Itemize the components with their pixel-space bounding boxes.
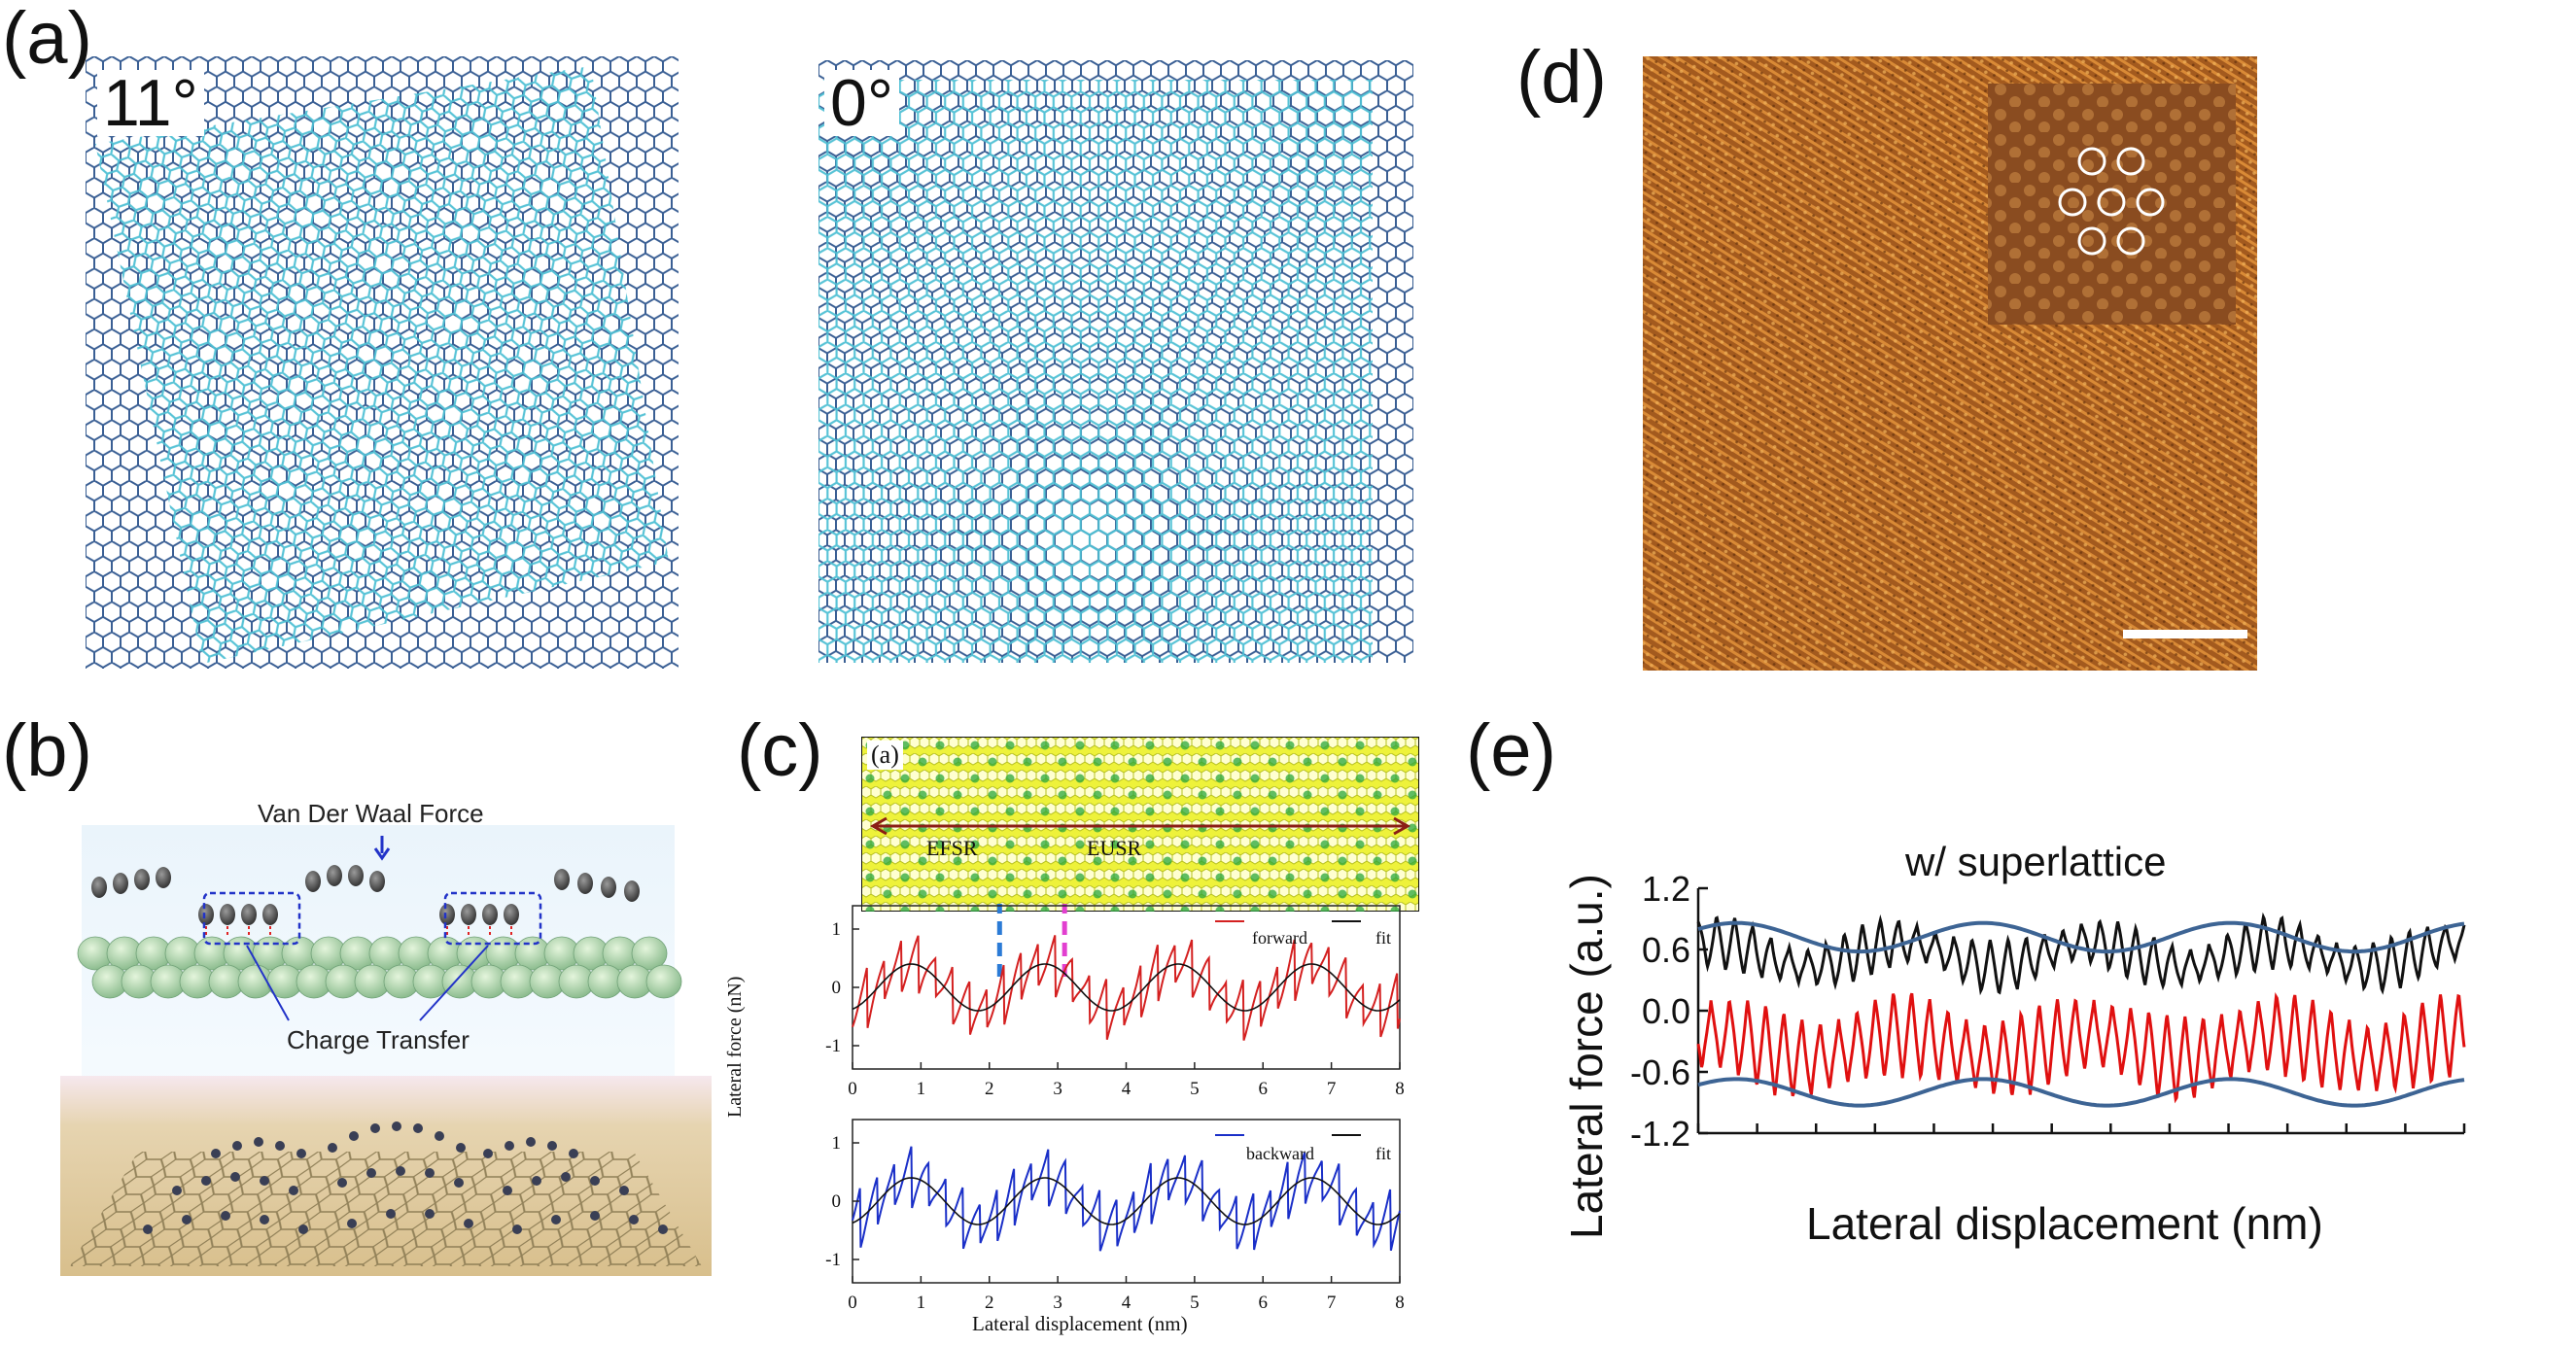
chart-e-xlabel: Lateral displacement (nm) bbox=[1806, 1198, 2323, 1249]
backward-trace bbox=[1696, 992, 2466, 1104]
y-tick-label: -1.2 bbox=[1630, 1114, 1690, 1154]
van-der-waal-label: Van Der Waal Force bbox=[258, 799, 484, 828]
x-tick-label: 3 bbox=[1053, 1079, 1062, 1099]
chart-c-top-legend-fit: fit bbox=[1375, 928, 1391, 948]
chart-c: 1 0 -1 0 1 2 3 4 5 6 7 8 1 0 -1 0 1 2 3 4 5 6 7 8 bbox=[825, 904, 1405, 1313]
charge-transfer-label: Charge Transfer bbox=[287, 1025, 470, 1054]
forward-trace bbox=[1696, 912, 2466, 996]
lower-envelope bbox=[1697, 1077, 2465, 1108]
eusr-label: EUSR bbox=[1087, 836, 1142, 860]
x-tick-label: 3 bbox=[1053, 1293, 1062, 1313]
x-tick-label: 6 bbox=[1259, 1293, 1269, 1313]
x-tick-label: 2 bbox=[985, 1293, 994, 1313]
x-tick-label: 8 bbox=[1395, 1079, 1405, 1099]
y-tick-label: 0 bbox=[832, 978, 842, 998]
y-tick-label: -0.6 bbox=[1630, 1052, 1690, 1092]
plot-frame bbox=[852, 905, 1401, 1070]
scale-bar bbox=[2123, 630, 2247, 638]
y-tick-label: 1.2 bbox=[1642, 869, 1690, 909]
x-tick-label: 2 bbox=[985, 1079, 994, 1099]
moire-lattice-twisted bbox=[86, 56, 679, 669]
panel-d-label: (d) bbox=[1516, 36, 1607, 119]
panel-b-label: (b) bbox=[2, 709, 92, 792]
data-line bbox=[852, 935, 1401, 1041]
x-tick-label: 1 bbox=[917, 1293, 926, 1313]
x-tick-label: 7 bbox=[1327, 1079, 1337, 1099]
chart-e-ylabel: Lateral force (a.u.) bbox=[1561, 874, 1612, 1239]
y-tick-label: -1 bbox=[825, 1250, 841, 1270]
x-tick-label: 0 bbox=[848, 1079, 857, 1099]
panel-c-label: (c) bbox=[737, 709, 823, 792]
y-tick-label: 0 bbox=[832, 1191, 842, 1212]
moire-lattice-aligned bbox=[818, 60, 1413, 663]
y-tick-label: 1 bbox=[832, 1133, 842, 1154]
x-tick-label: 8 bbox=[1395, 1293, 1405, 1313]
x-tick-label: 4 bbox=[1122, 1293, 1131, 1313]
chart-c-ylabel: Lateral force (nN) bbox=[724, 976, 746, 1118]
y-tick-label: -1 bbox=[825, 1036, 841, 1056]
data-line bbox=[852, 1146, 1401, 1252]
chart-e: 1.2 0.6 0.0 -0.6 -1.2 bbox=[1630, 869, 2466, 1154]
y-tick-label: 0.0 bbox=[1642, 991, 1690, 1031]
x-tick-label: 0 bbox=[848, 1293, 857, 1313]
x-tick-label: 5 bbox=[1190, 1293, 1200, 1313]
afm-image bbox=[1643, 56, 2257, 671]
chart-c-xlabel: Lateral displacement (nm) bbox=[972, 1312, 1188, 1335]
upper-envelope bbox=[1697, 920, 2465, 954]
chart-e-title: w/ superlattice bbox=[1905, 839, 2167, 884]
y-tick-label: 0.6 bbox=[1642, 930, 1690, 970]
chart-c-top-legend-forward: forward bbox=[1252, 928, 1307, 948]
panel-a-label: (a) bbox=[2, 0, 92, 80]
efsr-label: EFSR bbox=[926, 836, 978, 860]
x-tick-label: 1 bbox=[917, 1079, 926, 1099]
simulated-moire-inset bbox=[861, 737, 1419, 912]
fit-line bbox=[852, 1177, 1401, 1225]
chart-c-bottom-legend-fit: fit bbox=[1375, 1144, 1391, 1163]
twist-angle-11: 11° bbox=[97, 70, 204, 136]
panel-e-label: (e) bbox=[1466, 709, 1556, 792]
inset-a-label: (a) bbox=[867, 741, 903, 770]
plot-frame bbox=[852, 1119, 1401, 1284]
y-tick-label: 1 bbox=[832, 919, 842, 940]
x-tick-label: 5 bbox=[1190, 1079, 1200, 1099]
fit-line bbox=[852, 963, 1401, 1012]
x-tick-label: 7 bbox=[1327, 1293, 1337, 1313]
twist-angle-0: 0° bbox=[824, 70, 900, 136]
afm-inset bbox=[1988, 84, 2236, 325]
charge-transfer-schematic bbox=[60, 825, 712, 1276]
x-tick-label: 4 bbox=[1122, 1079, 1131, 1099]
x-tick-label: 6 bbox=[1259, 1079, 1269, 1099]
chart-c-bottom-legend-backward: backward bbox=[1246, 1144, 1314, 1163]
